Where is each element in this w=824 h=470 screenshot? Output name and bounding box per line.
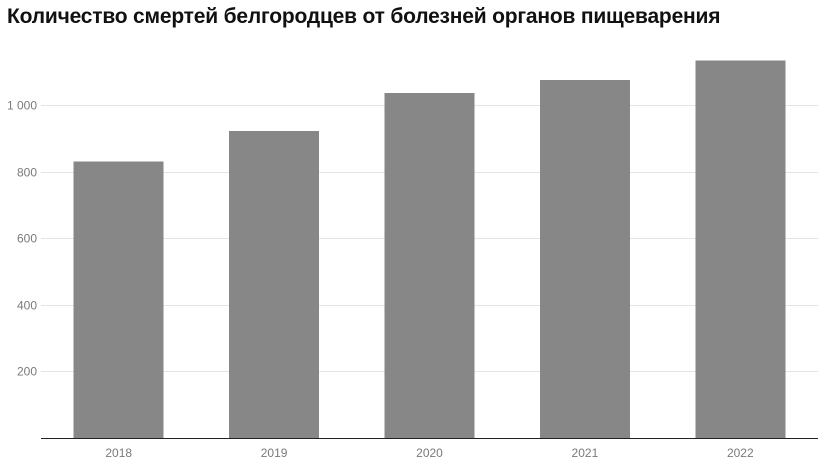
bar-2021: [539, 80, 630, 438]
y-tick-label: 200: [17, 365, 37, 379]
x-tick-label: 2021: [572, 446, 599, 460]
bars: [73, 60, 786, 438]
bar-2022: [695, 60, 786, 438]
x-axis-ticks: 2018 2019 2020 2021 2022: [105, 446, 754, 460]
bar-2019: [229, 131, 320, 438]
bar-2020: [384, 93, 475, 438]
y-tick-label: 600: [17, 232, 37, 246]
bar-2018: [73, 161, 164, 438]
x-tick-label: 2022: [727, 446, 754, 460]
x-tick-label: 2019: [261, 446, 288, 460]
x-tick-label: 2018: [105, 446, 132, 460]
y-axis-ticks: 200 400 600 800 1 000: [7, 99, 37, 379]
y-tick-label: 800: [17, 166, 37, 180]
chart-title: Количество смертей белгородцев от болезн…: [7, 5, 721, 28]
x-tick-label: 2020: [416, 446, 443, 460]
y-tick-label: 1 000: [7, 99, 37, 113]
y-tick-label: 400: [17, 299, 37, 313]
